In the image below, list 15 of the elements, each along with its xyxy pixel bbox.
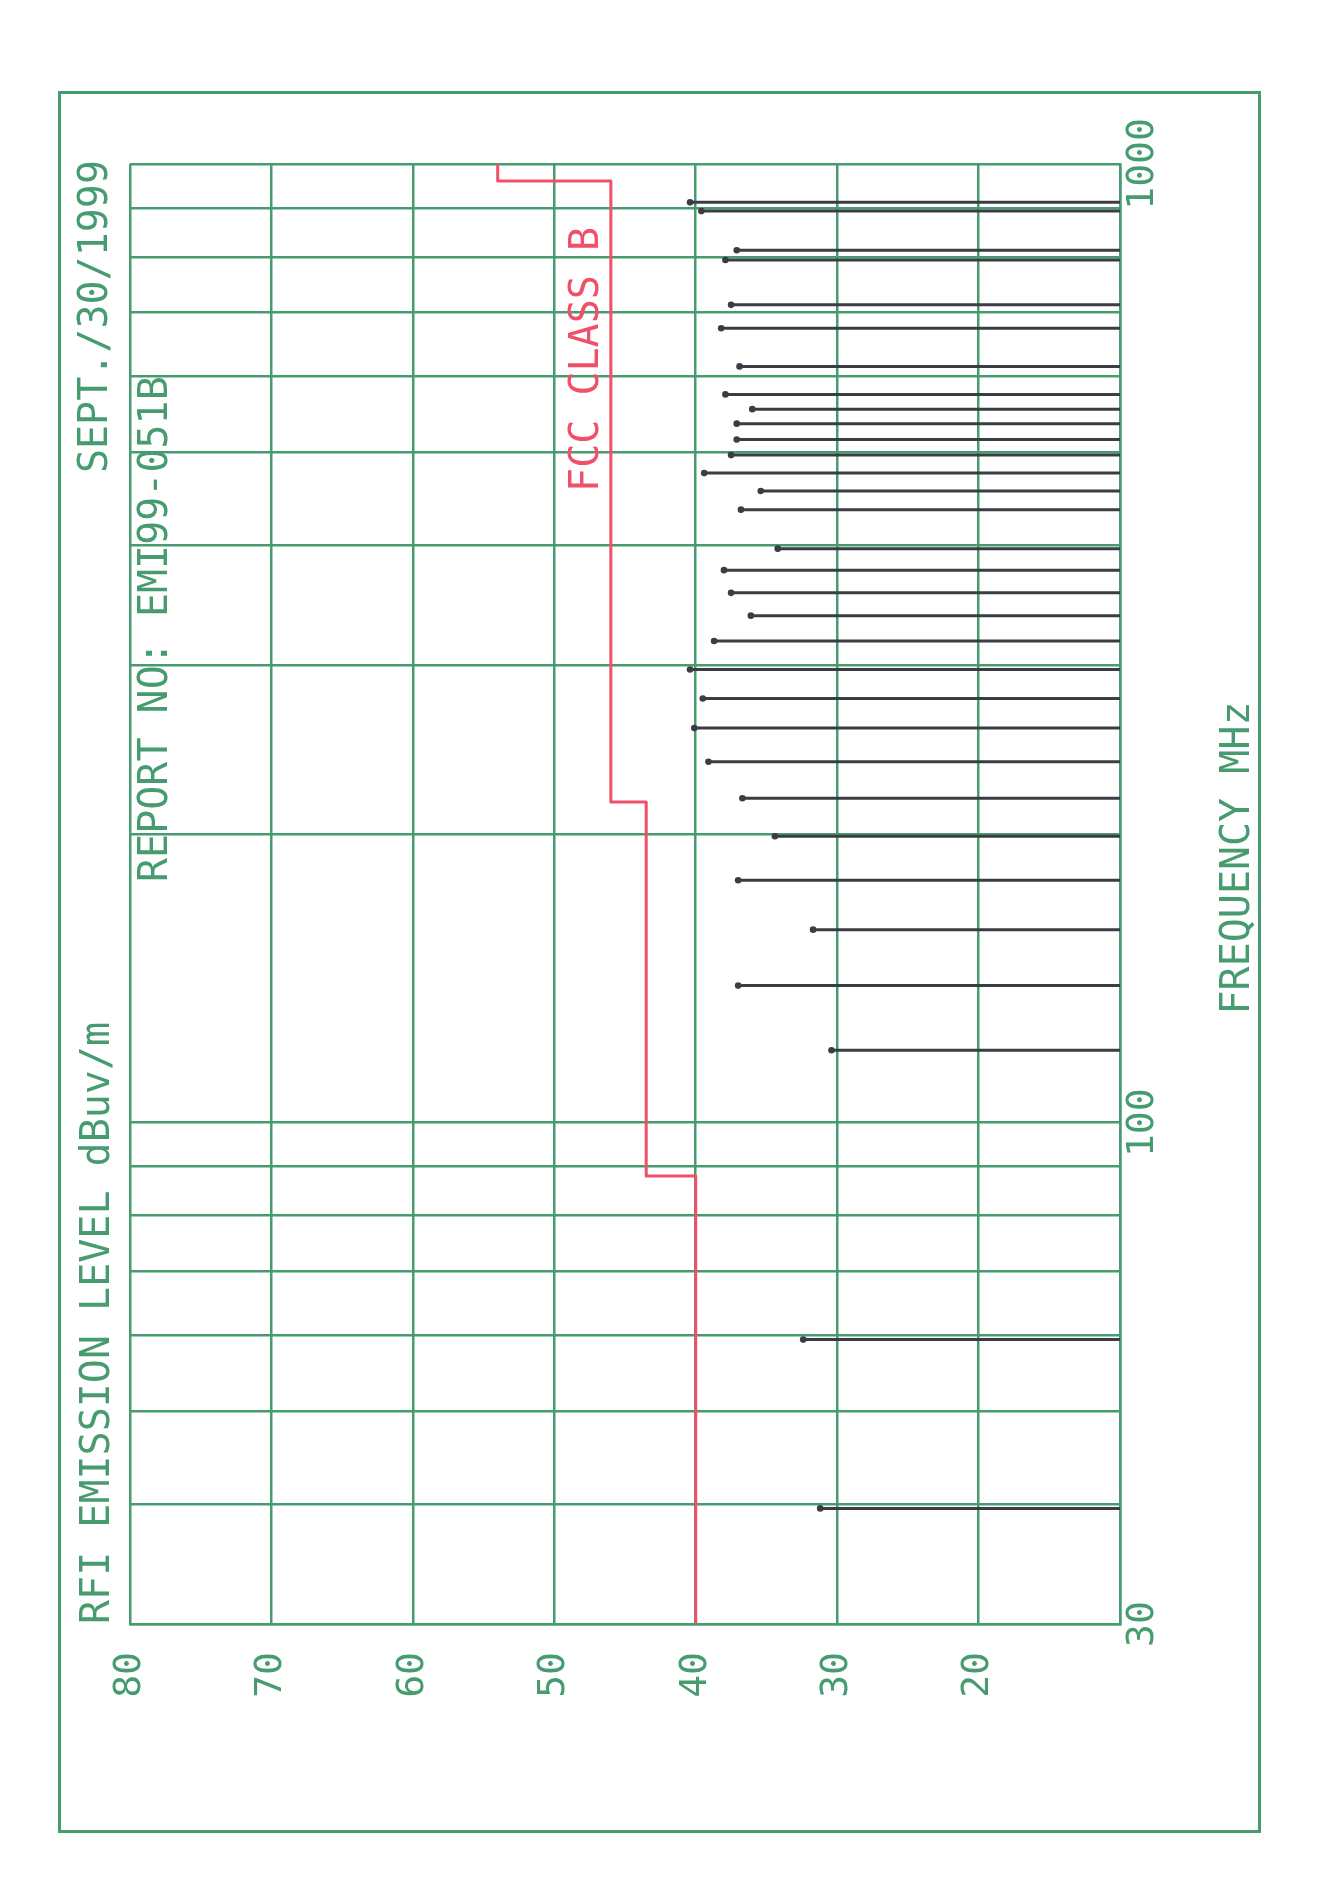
x-tick-label: 50 (529, 1652, 574, 1698)
y-tick-label: 30 (1117, 1601, 1162, 1647)
x-tick-label: 30 (812, 1652, 857, 1698)
x-tick-label: 40 (670, 1652, 715, 1698)
x-tick-label: 70 (246, 1652, 291, 1698)
y-tick-label: 1000 (1117, 118, 1162, 210)
text: RFI EMISSION LEVEL dBuv/m (72, 1021, 119, 1624)
annotation: REPORT NO: EMI99-051B (130, 376, 177, 882)
x-tick-label: 80 (104, 1652, 149, 1698)
text: FCC CLASS B (561, 227, 608, 492)
x-tick-label: 60 (387, 1652, 432, 1698)
y-axis-title: FREQUENCY MHz (1212, 701, 1259, 1015)
text: SEPT./30/1999 (70, 160, 117, 474)
y-tick-label: 100 (1117, 1088, 1162, 1158)
x-tick-label: 20 (953, 1652, 998, 1698)
